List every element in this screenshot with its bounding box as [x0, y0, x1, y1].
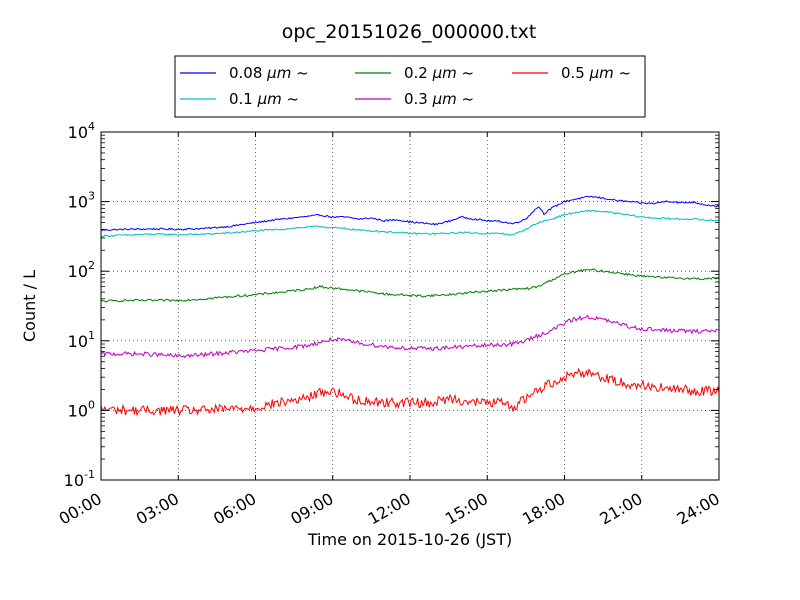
x-tick-label: 03:00	[133, 489, 182, 529]
series-line	[100, 268, 720, 303]
plot-lines	[100, 195, 720, 417]
y-tick-label: 100	[68, 398, 95, 420]
legend: 0.08 μm ~ 0.1 μm ~ 0.2 μm ~ 0.3 μm ~ 0.5 μm …	[174, 55, 646, 118]
x-tick-label: 06:00	[210, 489, 259, 529]
y-axis-label: Count / L	[20, 270, 39, 342]
legend-frame	[174, 55, 646, 118]
series-line	[100, 367, 720, 417]
x-tick-label: 21:00	[596, 489, 645, 529]
legend-label: 0.2 μm ~	[404, 64, 474, 82]
x-axis-label: Time on 2015-10-26 (JST)	[307, 530, 512, 549]
series-line	[100, 209, 720, 238]
legend-label: 0.08 μm ~	[229, 64, 309, 82]
series-line	[100, 195, 720, 232]
grid	[101, 132, 719, 480]
legend-label: 0.5 μm ~	[561, 64, 631, 82]
x-tick-label: 09:00	[287, 489, 336, 529]
series-line	[100, 314, 720, 359]
y-tick-label: 103	[68, 190, 95, 212]
x-tick-label: 00:00	[56, 489, 105, 529]
y-tick-label: 10-1	[64, 468, 95, 490]
y-tick-label: 101	[68, 329, 95, 351]
y-tick-label: 102	[68, 259, 95, 281]
y-tick-label: 104	[68, 120, 95, 142]
x-tick-label: 18:00	[519, 489, 568, 529]
chart-title: opc_20151026_000000.txt	[282, 21, 537, 43]
legend-label: 0.3 μm ~	[404, 90, 474, 108]
x-tick-label: 15:00	[442, 489, 491, 529]
x-tick-label: 12:00	[365, 489, 414, 529]
legend-label: 0.1 μm ~	[229, 90, 299, 108]
x-tick-label: 24:00	[674, 489, 723, 529]
axis-ticks: 00:00 03:00 06:00 09:00 12:00 15:00 18:00 21:00…	[56, 120, 723, 529]
